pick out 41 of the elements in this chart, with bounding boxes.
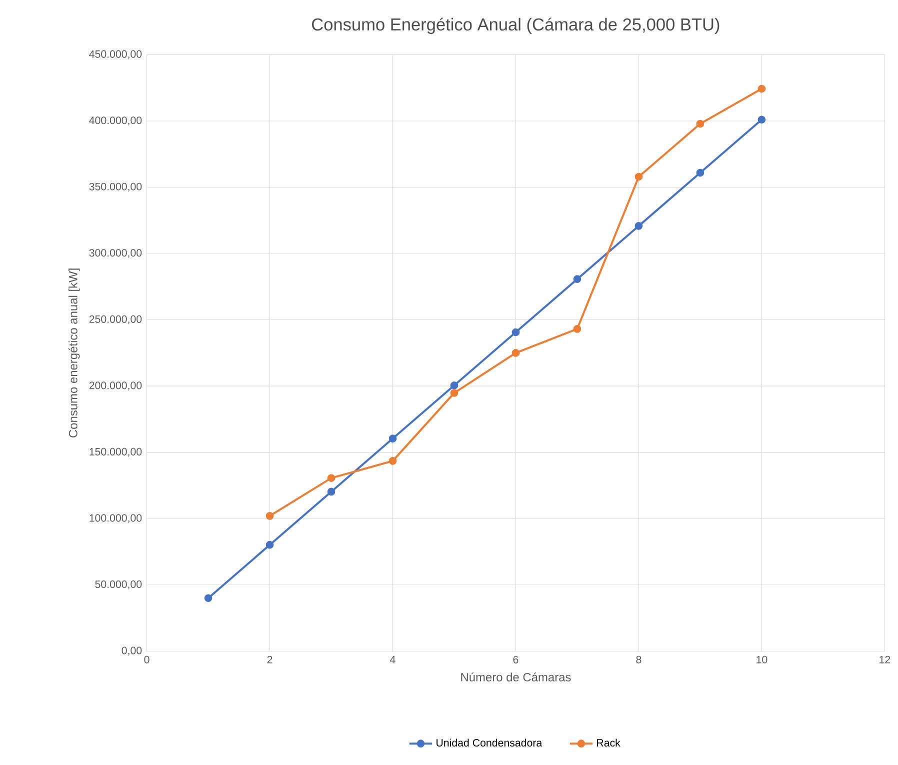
chart-title: Consumo Energético Anual (Cámara de 25,000 BTU) (312, 18, 720, 34)
y-tick-label: 250.000,00 (89, 316, 142, 324)
x-tick-label: 8 (636, 656, 642, 664)
point (573, 325, 582, 334)
point (634, 173, 643, 181)
point (388, 457, 397, 466)
point (634, 222, 643, 230)
x-axis-title: Número de Cámaras (461, 672, 571, 682)
x-tick-label: 10 (756, 656, 768, 664)
x-tick-label: 6 (513, 656, 518, 664)
y-tick-label: 300.000,00 (89, 249, 142, 258)
y-tick-label: 350.000,00 (89, 183, 142, 192)
point (327, 474, 336, 482)
point (266, 512, 274, 520)
x-tick-label: 4 (390, 656, 396, 664)
y-axis-title: Consumo energético anual [kW] (68, 268, 80, 438)
y-tick-label: 450.000,00 (89, 50, 142, 60)
legend-label: Unidad Condensadora (436, 738, 542, 747)
y-tick-label: 100.000,00 (90, 514, 142, 524)
point (512, 349, 520, 358)
point (266, 541, 274, 549)
point (450, 389, 458, 398)
point (388, 434, 397, 443)
y-tick-label: 0,00 (122, 646, 142, 656)
y-tick-label: 150.000,00 (90, 448, 142, 457)
point (696, 120, 704, 128)
point (450, 382, 458, 390)
point (327, 488, 336, 496)
point (696, 169, 704, 177)
y-tick-label: 50.000,00 (95, 580, 142, 590)
x-tick-label: 0 (144, 656, 150, 664)
legend-label: Rack (597, 738, 620, 747)
y-tick-label: 200.000,00 (89, 382, 142, 391)
point (758, 116, 766, 124)
point (573, 275, 582, 284)
point (512, 328, 520, 336)
y-tick-label: 400.000,00 (89, 116, 142, 126)
point (758, 85, 766, 93)
x-tick-label: 12 (880, 656, 890, 664)
point (204, 594, 212, 602)
x-tick-label: 2 (267, 656, 272, 664)
